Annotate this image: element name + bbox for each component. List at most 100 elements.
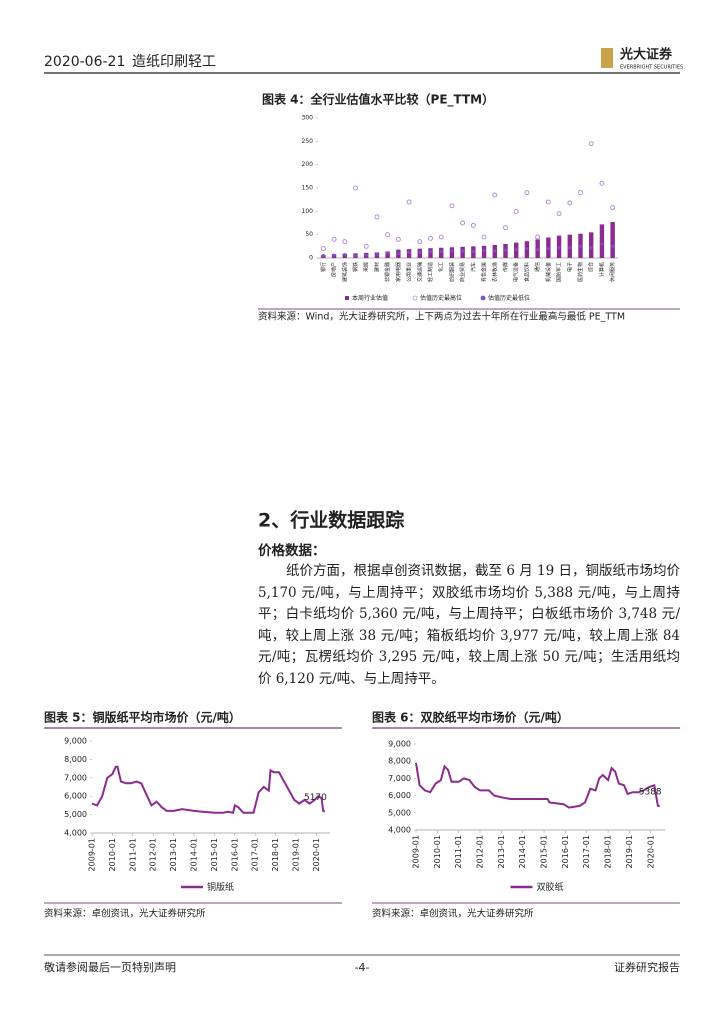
x-tick-label: 交通运输 <box>416 262 423 282</box>
high-point <box>428 235 433 241</box>
legend-swatch <box>412 295 418 301</box>
high-point <box>545 199 551 205</box>
low-point <box>332 253 336 257</box>
x-tick-label: 电子 <box>566 262 573 272</box>
x-tick-label: 2018-01 <box>271 838 280 871</box>
high-point <box>556 211 562 217</box>
x-tick-label: 2013-01 <box>497 835 506 868</box>
header-sector: 造纸印刷轻工 <box>132 54 216 70</box>
low-point <box>343 253 347 257</box>
high-point <box>320 246 326 252</box>
y-tick-label: 6,000 <box>64 792 87 801</box>
x-tick-label: 2010-01 <box>108 838 117 871</box>
x-tick-label: 计算机 <box>598 262 605 277</box>
bar <box>589 232 594 258</box>
low-point <box>407 250 411 254</box>
footer-left: 敬请参阅最后一页特别声明 <box>44 960 176 974</box>
x-tick-label: 2019-01 <box>292 838 301 871</box>
x-tick-label: 2015-01 <box>210 838 219 871</box>
logo-text: 光大证券 <box>619 47 673 63</box>
bar <box>610 222 615 258</box>
x-tick-label: 2009-01 <box>412 835 421 868</box>
low-point <box>482 248 486 253</box>
x-tick-label: 国防军工 <box>556 262 563 282</box>
legend-label: 本周行业估值 <box>352 294 388 302</box>
bar <box>428 248 433 258</box>
x-tick-label: 综合 <box>588 262 595 272</box>
x-tick-label: 银行 <box>320 262 327 272</box>
logo-en: EVERBRIGHT SECURITIES <box>620 65 683 71</box>
figure-title: 图表 5：铜版纸平均市场价（元/吨） <box>44 710 241 725</box>
x-tick-label: 化工 <box>438 262 445 272</box>
low-point <box>557 246 561 250</box>
x-tick-label: 2019-01 <box>625 835 634 868</box>
legend-label: 铜版纸 <box>207 881 234 893</box>
x-tick-label: 家用电器 <box>395 262 402 282</box>
high-point <box>331 236 337 242</box>
high-point <box>524 190 530 196</box>
x-tick-label: 2016-01 <box>230 838 239 871</box>
high-point <box>438 234 444 240</box>
figure-title: 图表 4：全行业估值水平比较（PE_TTM） <box>262 92 494 108</box>
source: 资料来源：Wind，光大证券研究所，上下两点为过去十年所在行业最高与最低 PE_… <box>258 311 625 323</box>
low-point <box>514 248 518 252</box>
low-point <box>546 247 550 251</box>
low-point <box>525 247 529 251</box>
high-point <box>492 192 498 198</box>
low-point <box>321 254 325 258</box>
x-tick-label: 机械设备 <box>545 262 552 282</box>
x-tick-label: 2016-01 <box>561 835 570 868</box>
high-point <box>599 180 605 186</box>
x-tick-label: 2010-01 <box>433 835 442 868</box>
high-point <box>513 208 519 214</box>
x-tick-label: 2018-01 <box>604 835 613 868</box>
x-tick-label: 公用事业 <box>406 262 413 282</box>
y-tick-label: 5,000 <box>388 808 411 817</box>
x-tick-label: 房地产 <box>331 262 338 277</box>
y-tick-label: 9,000 <box>388 740 411 749</box>
y-tick-label: 5,000 <box>64 810 87 819</box>
high-point <box>503 225 508 231</box>
x-tick-label: 建筑装饰 <box>341 262 348 282</box>
y-tick-label: 4,000 <box>64 829 87 838</box>
x-tick-label: 非银金融 <box>384 262 391 282</box>
low-point <box>386 251 390 255</box>
high-point <box>449 203 455 209</box>
low-point <box>503 248 508 252</box>
y-tick-label: 9,000 <box>64 737 87 746</box>
x-tick-label: 有色金属 <box>481 262 488 282</box>
low-point <box>568 246 572 250</box>
x-tick-label: 医药生物 <box>577 262 584 282</box>
x-tick-label: 休闲服务 <box>609 262 616 282</box>
legend-label: 双胶纸 <box>537 881 564 893</box>
low-point <box>461 249 465 253</box>
high-point <box>406 199 412 205</box>
figure-title: 图表 6：双胶纸平均市场价（元/吨） <box>372 710 569 725</box>
x-tick-label: 2017-01 <box>251 838 260 871</box>
high-point <box>470 222 476 228</box>
low-point <box>589 246 593 250</box>
y-tick-label: 100 <box>302 208 314 215</box>
high-point <box>374 214 380 220</box>
x-tick-label: 2011-01 <box>454 835 463 868</box>
y-tick-label: 50 <box>305 231 313 238</box>
low-point <box>600 242 604 246</box>
line-series <box>91 765 326 814</box>
footer-right: 证券研究报告 <box>614 960 680 974</box>
y-tick-label: 300 <box>302 115 314 122</box>
low-point <box>396 251 400 255</box>
low-point <box>450 249 454 253</box>
data-label: 5170 <box>304 793 327 803</box>
high-point <box>417 239 423 245</box>
y-tick-label: 4,000 <box>388 826 411 835</box>
paragraph: 纸价方面，根据卓创资讯数据，截至 6 月 19 日，铜版纸市场均价 5,170 … <box>258 563 680 687</box>
x-tick-label: 2017-01 <box>582 835 591 868</box>
subheading: 价格数据： <box>258 542 326 559</box>
y-tick-label: 8,000 <box>388 757 411 766</box>
y-tick-label: 0 <box>309 255 313 262</box>
y-tick-label: 7,000 <box>64 773 87 782</box>
bar <box>449 247 455 258</box>
x-tick-label: 商业贸易 <box>459 262 466 282</box>
